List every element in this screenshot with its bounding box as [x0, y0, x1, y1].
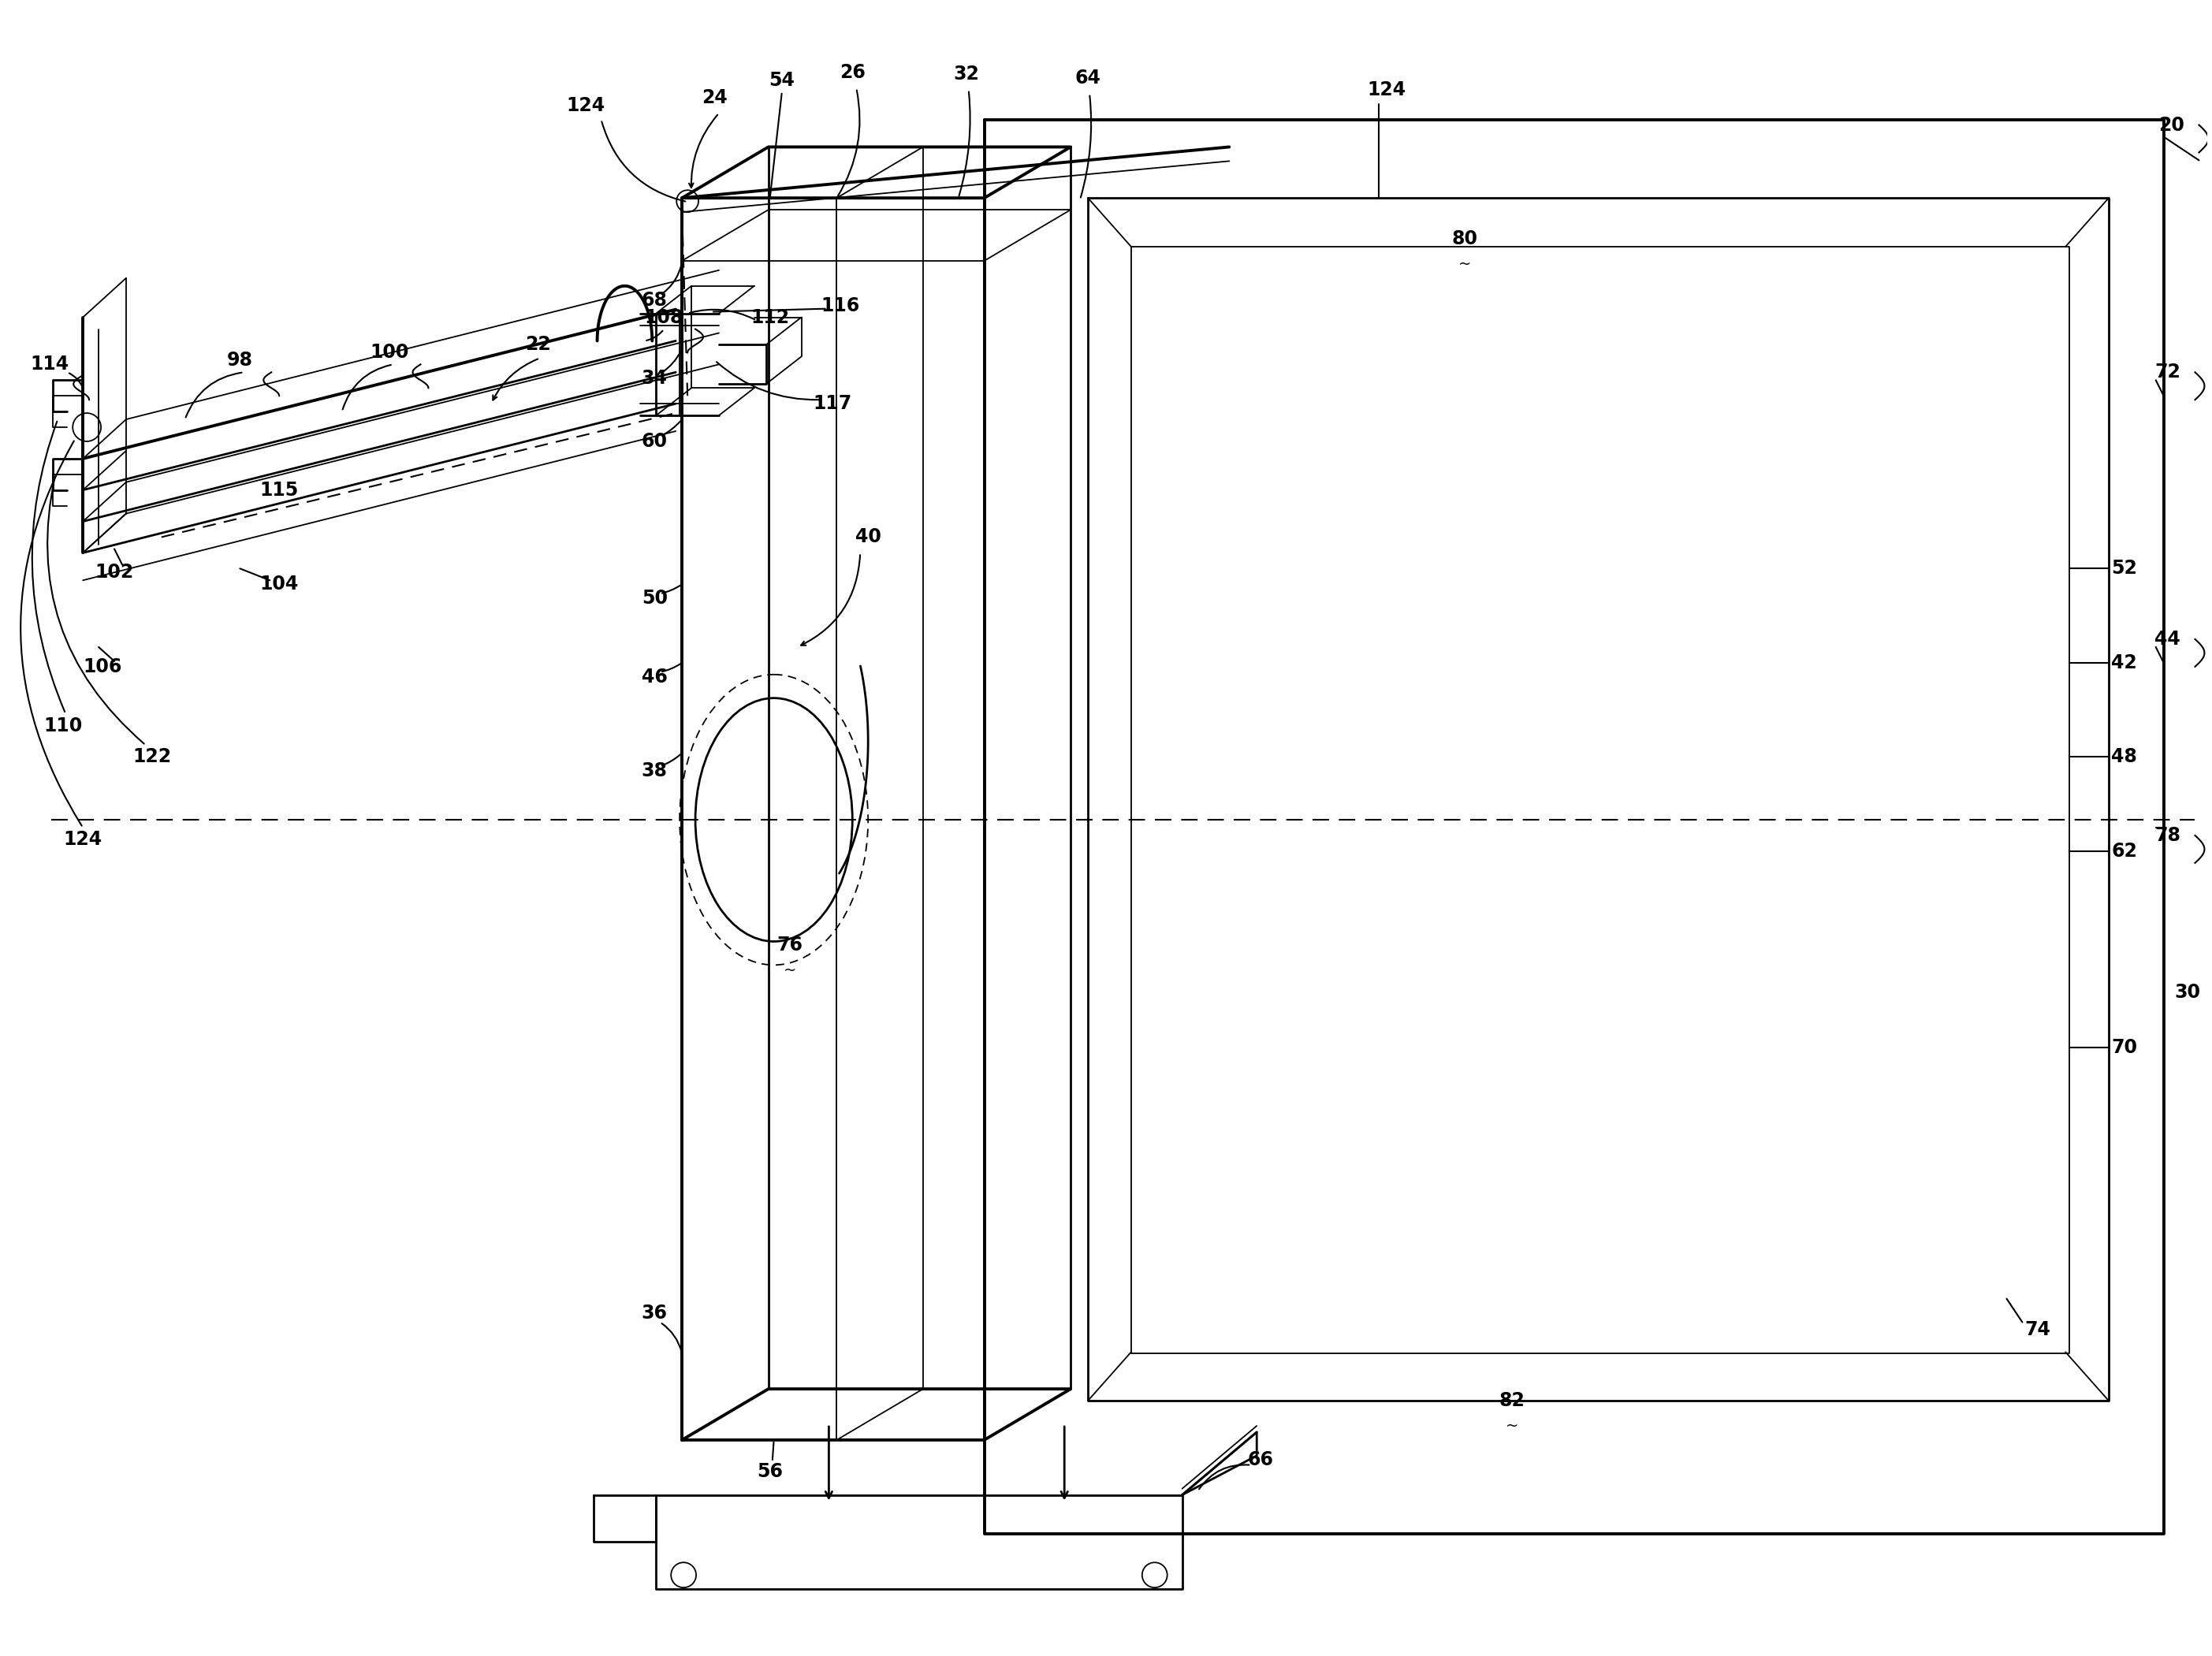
Text: 104: 104 — [259, 575, 299, 595]
Text: 62: 62 — [2112, 841, 2137, 861]
Text: 78: 78 — [2154, 826, 2181, 845]
Text: 100: 100 — [369, 343, 409, 363]
Text: 108: 108 — [644, 308, 684, 326]
Text: ~: ~ — [1458, 257, 1471, 272]
Text: 115: 115 — [259, 480, 299, 500]
Text: 102: 102 — [95, 563, 133, 581]
Text: 54: 54 — [770, 71, 794, 89]
Text: 106: 106 — [84, 657, 122, 676]
Text: 60: 60 — [641, 432, 668, 450]
Text: 38: 38 — [641, 762, 668, 780]
Text: 110: 110 — [44, 715, 82, 735]
Text: 80: 80 — [1451, 229, 1478, 248]
Text: 117: 117 — [814, 394, 852, 412]
Text: 48: 48 — [2112, 747, 2137, 767]
Text: 82: 82 — [1500, 1391, 1524, 1411]
Text: 56: 56 — [757, 1462, 783, 1480]
Text: 26: 26 — [838, 63, 865, 81]
Text: ~: ~ — [1506, 1418, 1517, 1434]
Text: 32: 32 — [953, 65, 980, 83]
Text: 22: 22 — [526, 335, 551, 354]
Text: 98: 98 — [228, 351, 252, 369]
Text: 52: 52 — [2112, 560, 2137, 578]
Text: 44: 44 — [2154, 629, 2181, 649]
Text: 66: 66 — [1248, 1451, 1274, 1469]
Text: 50: 50 — [641, 590, 668, 608]
Text: 76: 76 — [776, 936, 803, 956]
Text: 124: 124 — [1367, 79, 1405, 99]
Text: 124: 124 — [566, 96, 604, 114]
Text: 64: 64 — [1075, 68, 1102, 88]
Text: 122: 122 — [133, 747, 170, 767]
Text: 40: 40 — [856, 528, 880, 546]
Text: 34: 34 — [641, 369, 668, 388]
Text: 124: 124 — [64, 830, 102, 850]
Text: 68: 68 — [641, 290, 668, 310]
Text: 116: 116 — [821, 296, 860, 315]
Text: 70: 70 — [2112, 1038, 2137, 1057]
Text: 36: 36 — [641, 1303, 668, 1321]
Text: 114: 114 — [31, 354, 69, 374]
Text: 112: 112 — [750, 308, 790, 326]
Text: 24: 24 — [701, 88, 728, 108]
Text: ~: ~ — [783, 964, 796, 979]
Text: 30: 30 — [2174, 984, 2201, 1002]
Text: 42: 42 — [2112, 652, 2137, 672]
Text: 46: 46 — [641, 667, 668, 686]
Text: 72: 72 — [2154, 363, 2181, 383]
Text: 74: 74 — [2024, 1320, 2051, 1340]
Text: 20: 20 — [2159, 116, 2185, 134]
